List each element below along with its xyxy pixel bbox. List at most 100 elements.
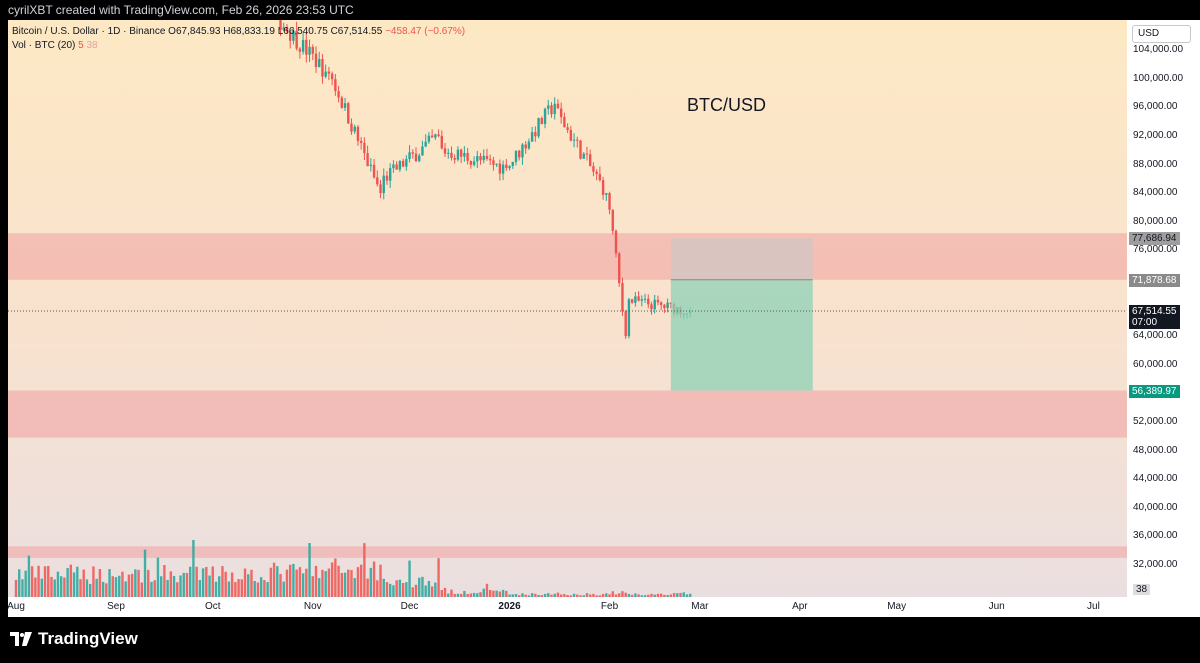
candle-body[interactable] [540, 118, 544, 125]
candle-body[interactable] [385, 175, 389, 181]
candle-body[interactable] [588, 154, 592, 167]
candle-body[interactable] [543, 108, 547, 125]
candle-body[interactable] [582, 153, 585, 159]
candle-body[interactable] [469, 160, 473, 165]
candle-body[interactable] [595, 171, 598, 174]
candle-body[interactable] [308, 46, 311, 55]
candle-body[interactable] [556, 103, 560, 109]
candle-body[interactable] [666, 302, 669, 309]
candle-body[interactable] [418, 155, 421, 162]
candle-body[interactable] [505, 164, 508, 169]
target-zone[interactable] [670, 279, 813, 391]
candle-body[interactable] [572, 139, 576, 141]
candle-body[interactable] [569, 129, 573, 141]
candle-body[interactable] [624, 311, 627, 337]
candle-body[interactable] [421, 146, 424, 156]
candle-body[interactable] [550, 105, 553, 115]
candle-body[interactable] [527, 141, 531, 149]
candle-body[interactable] [324, 71, 327, 77]
candle-body[interactable] [282, 27, 285, 30]
candle-body[interactable] [301, 39, 305, 52]
candle-body[interactable] [408, 152, 411, 160]
candle-body[interactable] [643, 298, 647, 300]
candle-body[interactable] [530, 132, 534, 142]
candle-body[interactable] [498, 163, 502, 174]
chart-svg[interactable] [8, 20, 1127, 597]
candle-body[interactable] [440, 135, 444, 149]
candle-body[interactable] [592, 166, 595, 172]
candle-body[interactable] [601, 180, 605, 195]
candle-body[interactable] [327, 71, 331, 74]
time-axis[interactable]: Aug Sep Oct Nov Dec 2026 Feb Mar Apr May Jun Jul [7, 597, 1127, 617]
candle-body[interactable] [663, 304, 666, 309]
candle-body[interactable] [382, 175, 385, 194]
candle-body[interactable] [653, 299, 656, 310]
candle-body[interactable] [366, 153, 369, 167]
candle-body[interactable] [534, 132, 537, 137]
candle-body[interactable] [443, 148, 447, 154]
candle-body[interactable] [637, 296, 640, 301]
candle-body[interactable] [369, 164, 373, 167]
candle-body[interactable] [388, 168, 392, 181]
candle-body[interactable] [598, 173, 602, 181]
plot-area[interactable]: Bitcoin / U.S. Dollar · 1D · Binance O67… [8, 20, 1127, 597]
candle-body[interactable] [466, 152, 469, 161]
candle-body[interactable] [605, 193, 608, 195]
candle-body[interactable] [553, 103, 556, 115]
candle-body[interactable] [340, 97, 344, 108]
candle-body[interactable] [359, 140, 363, 143]
candle-body[interactable] [395, 164, 398, 170]
zone-1[interactable] [8, 233, 1127, 280]
candle-body[interactable] [614, 230, 618, 254]
candle-body[interactable] [305, 39, 308, 55]
candle-body[interactable] [343, 103, 347, 108]
candle-body[interactable] [453, 157, 456, 160]
candle-body[interactable] [576, 139, 579, 141]
candle-body[interactable] [579, 140, 582, 159]
candle-body[interactable] [611, 209, 614, 231]
candle-body[interactable] [608, 193, 611, 210]
candle-body[interactable] [401, 160, 405, 167]
candle-body[interactable] [537, 118, 540, 137]
candle-body[interactable] [472, 161, 476, 165]
candle-body[interactable] [640, 299, 644, 301]
candle-body[interactable] [450, 152, 453, 158]
candle-body[interactable] [379, 184, 382, 194]
candle-body[interactable] [392, 164, 395, 169]
stop-zone[interactable] [670, 238, 813, 280]
currency-button[interactable]: USD [1132, 25, 1191, 43]
candle-body[interactable] [563, 116, 566, 128]
candle-body[interactable] [372, 164, 376, 178]
candle-body[interactable] [501, 164, 505, 174]
candle-body[interactable] [434, 134, 437, 138]
candle-body[interactable] [459, 149, 463, 157]
candle-body[interactable] [279, 20, 282, 30]
candle-body[interactable] [659, 302, 663, 305]
candle-body[interactable] [424, 141, 427, 147]
candle-body[interactable] [447, 152, 450, 154]
candle-body[interactable] [514, 150, 518, 162]
candle-body[interactable] [524, 144, 527, 149]
candle-body[interactable] [559, 108, 563, 117]
candle-body[interactable] [508, 165, 511, 169]
candle-body[interactable] [376, 177, 379, 185]
candle-body[interactable] [414, 153, 418, 162]
candle-body[interactable] [463, 152, 466, 157]
candle-body[interactable] [353, 126, 356, 132]
candle-body[interactable] [337, 91, 340, 98]
candle-body[interactable] [482, 155, 485, 161]
candle-body[interactable] [321, 59, 324, 77]
candle-body[interactable] [405, 159, 408, 167]
candle-body[interactable] [314, 53, 318, 68]
candle-body[interactable] [485, 155, 489, 159]
candle-body[interactable] [650, 304, 653, 310]
candle-body[interactable] [347, 103, 350, 124]
candle-body[interactable] [334, 79, 337, 92]
zone-3[interactable] [8, 546, 1127, 558]
candle-body[interactable] [476, 156, 479, 162]
candle-body[interactable] [318, 59, 321, 68]
candle-body[interactable] [437, 134, 440, 136]
candle-body[interactable] [647, 298, 650, 305]
candle-body[interactable] [618, 253, 621, 284]
candle-body[interactable] [456, 149, 460, 160]
